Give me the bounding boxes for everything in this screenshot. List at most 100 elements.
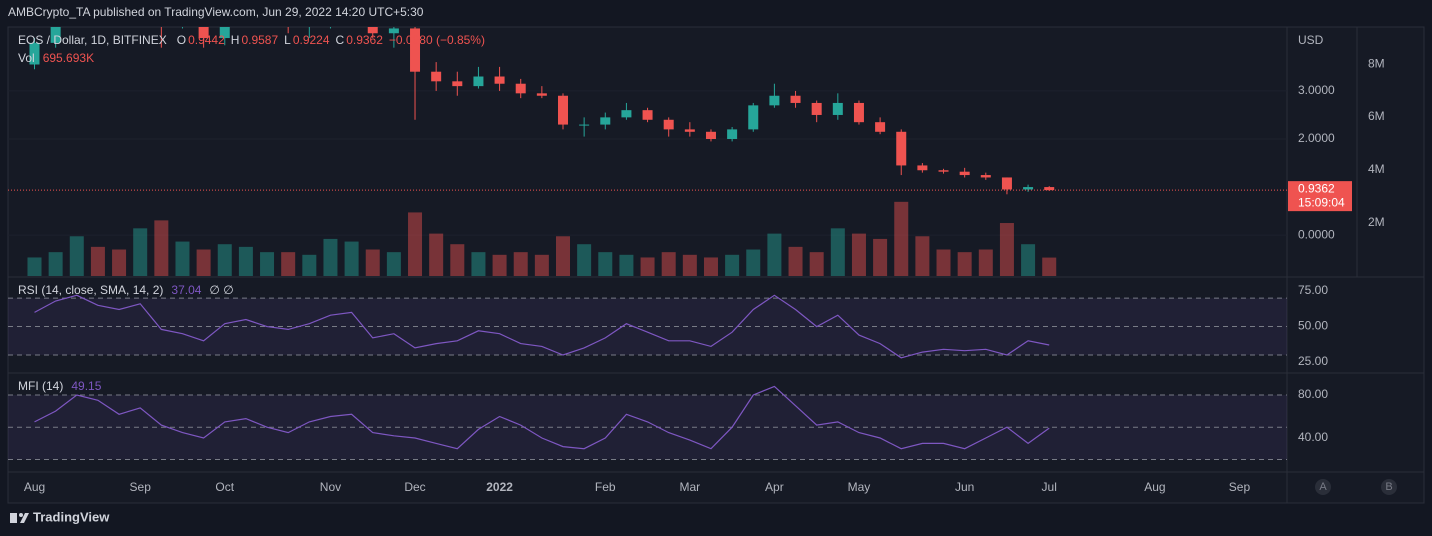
change: −0.0080 (−0.85%) — [389, 33, 485, 47]
volume-bar — [386, 252, 401, 276]
volume-bar — [154, 220, 169, 276]
volume-bar — [323, 238, 338, 276]
price-plot — [8, 27, 1287, 276]
indicator-legend: RSI (14, close, SMA, 14, 2) 37.04 ∅ ∅ — [18, 283, 234, 297]
volume-bar — [175, 241, 190, 276]
candle-body — [536, 93, 547, 96]
ohlc-value: 0.9587 — [241, 33, 278, 47]
indicator-line — [34, 385, 1050, 450]
x-tick-label: 2022 — [486, 480, 513, 494]
y-tick-label: 25.00 — [1298, 354, 1328, 368]
volume-value: 695.693K — [43, 51, 94, 65]
candle-body — [388, 28, 399, 34]
indicator-title: MFI (14) — [18, 379, 63, 393]
y-tick-label: 3.0000 — [1298, 83, 1335, 97]
candle-body — [917, 165, 928, 171]
indicator-value: 37.04 — [171, 283, 201, 297]
footer-logo: TradingView — [10, 509, 110, 524]
volume-bar — [1042, 257, 1057, 276]
indicator-plot — [8, 385, 1287, 460]
volume-bar — [513, 252, 528, 276]
candle-body — [790, 95, 801, 103]
candle-body — [980, 175, 991, 178]
volume-bar — [260, 252, 275, 276]
volume-bar — [112, 249, 127, 276]
candle-body — [748, 105, 759, 130]
countdown: 15:09:04 — [1298, 195, 1345, 209]
y2-tick-label: 6M — [1368, 109, 1385, 123]
candle-body — [832, 102, 843, 115]
candle-body — [515, 83, 526, 94]
volume-bar — [873, 238, 888, 276]
volume-bar — [957, 252, 972, 276]
indicator-line — [34, 294, 1050, 359]
x-tick-label: Dec — [404, 480, 425, 494]
candle-body — [198, 27, 209, 39]
candle-body — [875, 122, 886, 132]
currency: USD — [1298, 33, 1324, 47]
volume-bar — [619, 254, 634, 276]
volume-bar — [534, 254, 549, 276]
volume-bar — [809, 252, 824, 276]
volume-bar — [851, 233, 866, 276]
volume-bar — [767, 233, 782, 276]
y-tick-label: 80.00 — [1298, 387, 1328, 401]
x-tick-label: Aug — [24, 480, 45, 494]
y-tick-label: 75.00 — [1298, 283, 1328, 297]
candle-body — [219, 27, 230, 39]
indicator-plot — [8, 294, 1287, 359]
y2-tick-label: 4M — [1368, 162, 1385, 176]
indicator-value: 49.15 — [71, 379, 101, 393]
price-legend: EOS / Dollar, 1D, BITFINEX O 0.9442 H 0.9587… — [18, 33, 485, 47]
brand: TradingView — [33, 509, 110, 524]
volume-legend: Vol 695.693K — [18, 51, 94, 65]
x-tick-label: Mar — [680, 480, 701, 494]
button-a[interactable]: A — [1319, 481, 1327, 493]
volume-bar — [682, 254, 697, 276]
chart-frame — [7, 26, 1425, 504]
scale-buttons[interactable]: A B — [1315, 479, 1397, 495]
ohlc-value: 0.9442 — [188, 33, 225, 47]
candle-body — [621, 110, 632, 118]
volume-bar — [344, 241, 359, 276]
volume-bar — [48, 252, 63, 276]
indicator-legend: MFI (14) 49.15 — [18, 379, 102, 393]
y2-tick-label: 2M — [1368, 215, 1385, 229]
y-tick-label: 50.00 — [1298, 319, 1328, 333]
volume-bar — [90, 246, 105, 276]
candle-body — [494, 76, 505, 84]
volume-bar — [556, 236, 570, 276]
volume-bar — [365, 249, 380, 276]
candle-body — [473, 76, 484, 87]
candle-body — [727, 129, 738, 140]
y2-tick-label: 8M — [1368, 56, 1385, 70]
candle-body — [558, 95, 568, 125]
candle-body — [1023, 187, 1034, 190]
x-tick-label: Jun — [955, 480, 974, 494]
ohlc-key: C — [336, 33, 345, 47]
x-tick-label: Apr — [765, 480, 784, 494]
candle-body — [663, 119, 674, 130]
volume-bar — [999, 223, 1014, 276]
ohlc-key: L — [284, 33, 291, 47]
publisher-line: AMBCrypto_TA published on TradingView.co… — [8, 5, 424, 19]
candle-body — [600, 117, 611, 125]
volume-bar — [830, 228, 845, 276]
candle-body — [1044, 187, 1055, 191]
candle-body — [50, 27, 61, 43]
x-tick-label: Aug — [1144, 480, 1165, 494]
x-tick-label: Sep — [1229, 480, 1251, 494]
x-tick-label: Nov — [320, 480, 341, 494]
volume-bar — [69, 236, 84, 276]
volume-bar — [429, 233, 444, 276]
candle-body — [1001, 177, 1012, 190]
y-tick-label: 0.0000 — [1298, 227, 1335, 241]
indicator-flags: ∅ ∅ — [209, 283, 233, 297]
volume-bar — [978, 249, 993, 276]
volume-bar — [302, 254, 317, 276]
volume-bar — [217, 244, 232, 276]
candle-body — [579, 124, 590, 126]
button-b[interactable]: B — [1385, 481, 1392, 493]
candle-body — [367, 27, 378, 34]
